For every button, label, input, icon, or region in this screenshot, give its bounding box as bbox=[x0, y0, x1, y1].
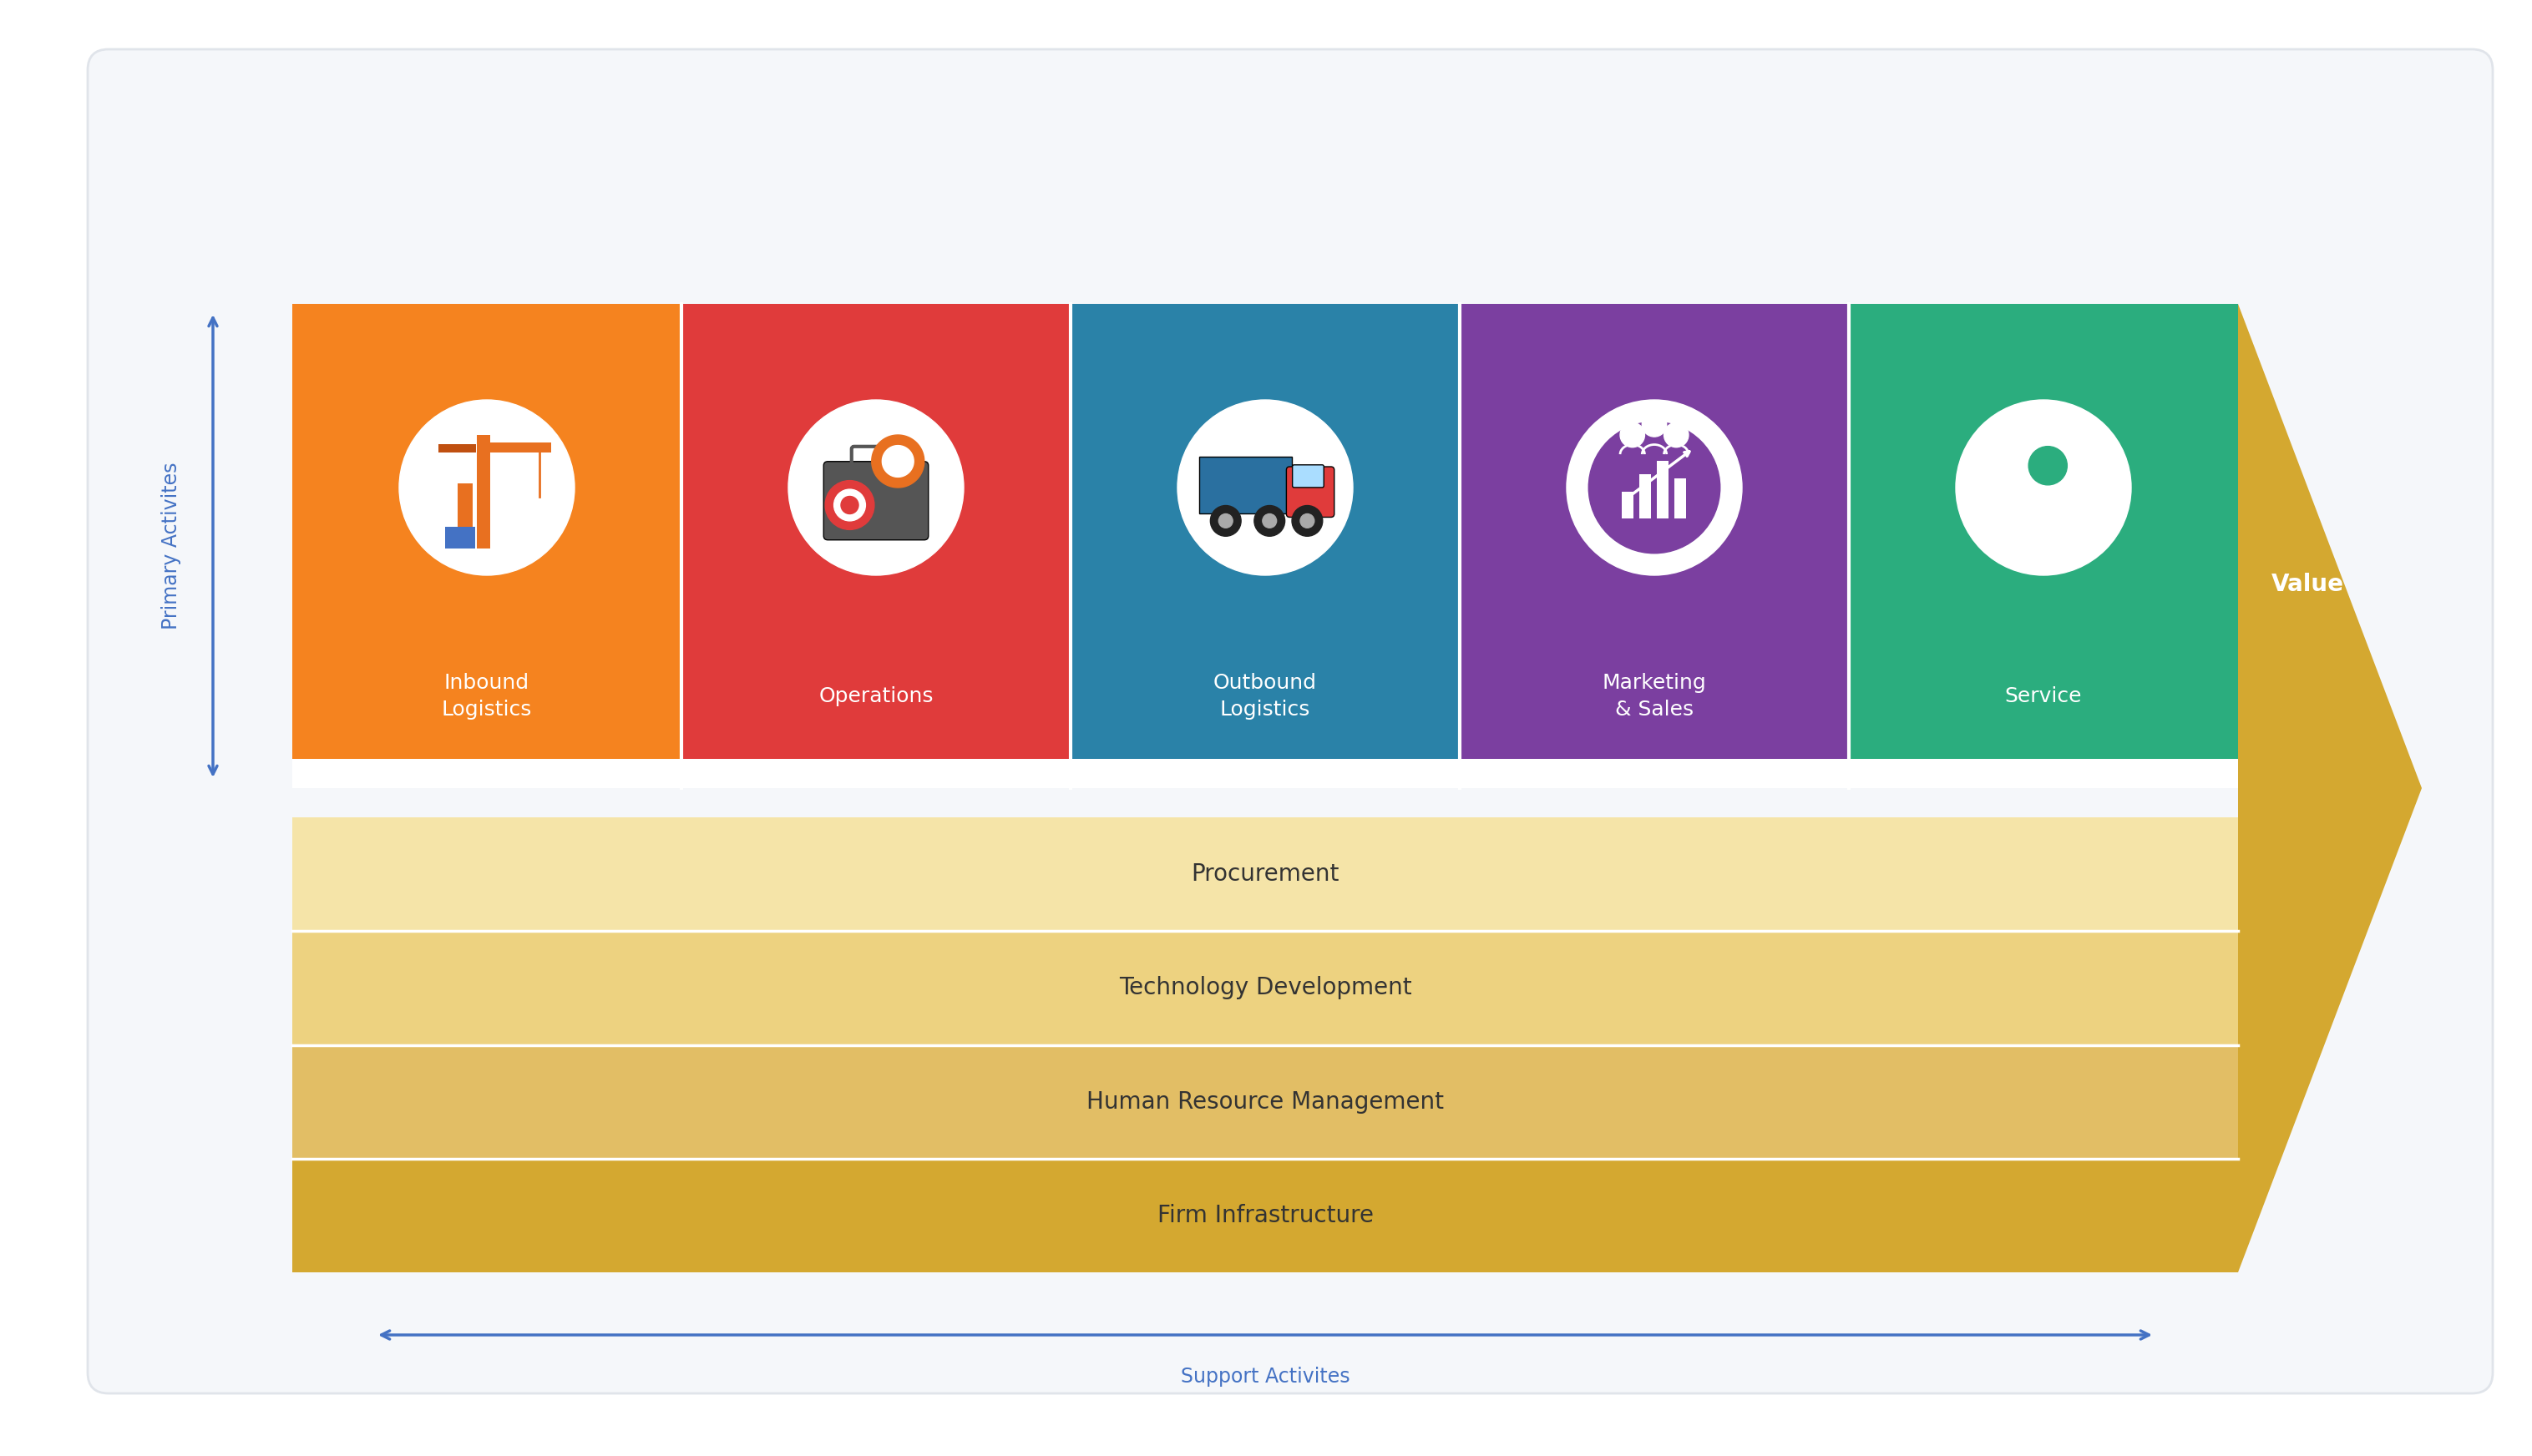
Bar bbox=[1638, 475, 1651, 518]
Circle shape bbox=[1301, 514, 1314, 529]
Bar bbox=[446, 527, 476, 549]
FancyBboxPatch shape bbox=[823, 462, 929, 540]
Text: Firm Infrastructure: Firm Infrastructure bbox=[1157, 1204, 1372, 1227]
Text: Support Activites: Support Activites bbox=[1180, 1367, 1350, 1386]
Bar bbox=[1993, 472, 2005, 483]
Bar bbox=[2059, 428, 2076, 446]
Bar bbox=[291, 1159, 2238, 1273]
Bar bbox=[2031, 422, 2041, 435]
Polygon shape bbox=[2238, 304, 2421, 1273]
Circle shape bbox=[833, 489, 866, 521]
Text: Service: Service bbox=[2005, 686, 2081, 706]
Bar bbox=[438, 444, 476, 453]
Bar bbox=[2069, 489, 2086, 507]
Bar bbox=[1674, 479, 1686, 518]
Text: Outbound
Logistics: Outbound Logistics bbox=[1213, 673, 1317, 719]
Circle shape bbox=[1955, 400, 2132, 575]
Circle shape bbox=[1177, 400, 1352, 575]
Circle shape bbox=[1253, 505, 1284, 536]
Circle shape bbox=[841, 496, 858, 514]
Text: Primary Activites: Primary Activites bbox=[162, 463, 182, 629]
FancyBboxPatch shape bbox=[1286, 467, 1334, 517]
Circle shape bbox=[1210, 505, 1241, 536]
Circle shape bbox=[2028, 447, 2066, 485]
Polygon shape bbox=[881, 446, 914, 478]
Text: Procurement: Procurement bbox=[1190, 862, 1339, 885]
Bar bbox=[2079, 460, 2091, 472]
Circle shape bbox=[1263, 514, 1276, 529]
Text: Marketing
& Sales: Marketing & Sales bbox=[1603, 673, 1707, 719]
Circle shape bbox=[1643, 412, 1666, 437]
FancyBboxPatch shape bbox=[1200, 457, 1291, 514]
Text: Inbound
Logistics: Inbound Logistics bbox=[441, 673, 532, 719]
Circle shape bbox=[1588, 422, 1719, 553]
Circle shape bbox=[2010, 430, 2084, 502]
Polygon shape bbox=[1990, 492, 2091, 545]
Circle shape bbox=[1620, 422, 1646, 447]
Bar bbox=[291, 817, 2238, 930]
Bar bbox=[1848, 304, 2238, 788]
Circle shape bbox=[1291, 505, 1322, 536]
Circle shape bbox=[1567, 400, 1742, 575]
Bar bbox=[291, 1045, 2238, 1159]
Bar bbox=[2008, 498, 2026, 515]
Bar bbox=[1623, 492, 1633, 518]
Circle shape bbox=[1218, 514, 1233, 529]
Bar bbox=[458, 483, 473, 549]
Circle shape bbox=[787, 400, 965, 575]
Text: Value: Value bbox=[2271, 574, 2345, 597]
FancyBboxPatch shape bbox=[89, 50, 2491, 1393]
Bar bbox=[2041, 508, 2053, 521]
Bar bbox=[1071, 304, 1461, 788]
Bar bbox=[291, 759, 2238, 788]
Bar bbox=[681, 304, 1071, 788]
Bar bbox=[1656, 462, 1669, 518]
Circle shape bbox=[1664, 422, 1689, 447]
Text: Operations: Operations bbox=[818, 686, 934, 706]
Bar bbox=[291, 930, 2238, 1045]
Text: Technology Development: Technology Development bbox=[1119, 977, 1410, 1000]
Circle shape bbox=[400, 400, 575, 575]
Bar bbox=[1998, 437, 2015, 454]
FancyBboxPatch shape bbox=[1291, 464, 1324, 488]
Text: Human Resource Management: Human Resource Management bbox=[1086, 1091, 1443, 1114]
Polygon shape bbox=[871, 435, 924, 488]
Circle shape bbox=[825, 480, 874, 530]
Bar bbox=[1461, 304, 1848, 788]
Bar bbox=[476, 435, 491, 549]
Bar bbox=[476, 443, 552, 453]
Bar bbox=[291, 304, 681, 788]
